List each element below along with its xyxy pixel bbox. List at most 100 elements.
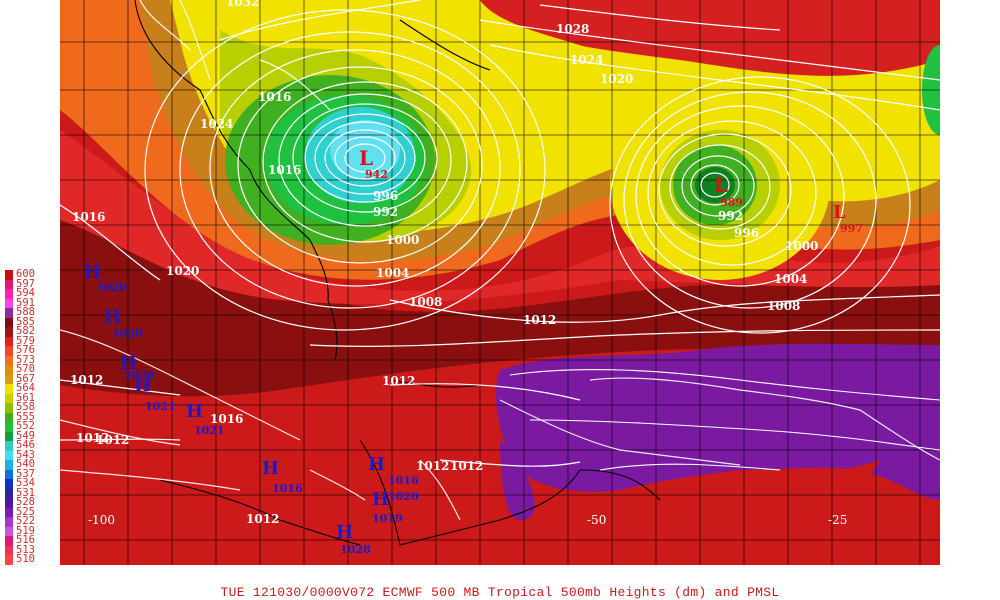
isobar-label: 1024 bbox=[570, 53, 603, 67]
legend-row: 543 bbox=[5, 448, 60, 461]
legend-row: 570 bbox=[5, 363, 60, 375]
low-pressure-value: 997 bbox=[840, 222, 863, 235]
legend-label: 531 bbox=[16, 486, 35, 499]
legend-label: 519 bbox=[16, 524, 35, 537]
legend-row: 549 bbox=[5, 429, 60, 442]
isobar-label: 1012 bbox=[382, 374, 415, 388]
legend-swatch bbox=[5, 526, 13, 536]
legend-swatch bbox=[5, 289, 13, 299]
legend-swatch bbox=[5, 536, 13, 546]
legend-row: 522 bbox=[5, 515, 60, 527]
legend-swatch bbox=[5, 346, 13, 356]
legend-label: 582 bbox=[16, 325, 35, 337]
weather-map: -100 -50 -25 1032 1028 1024 1020 1016 10… bbox=[60, 0, 940, 565]
legend-label: 573 bbox=[16, 353, 35, 366]
legend-label: 534 bbox=[16, 477, 35, 489]
legend-row: 591 bbox=[5, 296, 60, 309]
isobar-label: 1008 bbox=[767, 299, 800, 313]
legend-row: 600 bbox=[5, 269, 60, 280]
legend-swatch bbox=[5, 327, 13, 337]
isobar-label: 992 bbox=[373, 205, 398, 219]
isobar-label: 1020 bbox=[166, 264, 199, 278]
high-pressure-value: 1021 bbox=[194, 424, 225, 437]
legend-row: 546 bbox=[5, 439, 60, 451]
legend-row: 594 bbox=[5, 288, 60, 299]
high-pressure-symbol: H bbox=[368, 454, 385, 475]
legend-swatch bbox=[5, 545, 13, 555]
isobar-label: 1004 bbox=[774, 272, 807, 286]
high-pressure-value: 1020 bbox=[388, 490, 419, 503]
legend-label: 567 bbox=[16, 372, 35, 385]
legend-label: 537 bbox=[16, 467, 35, 480]
isobar-label: 1024 bbox=[200, 117, 233, 131]
legend-swatch bbox=[5, 270, 13, 280]
legend-label: 513 bbox=[16, 543, 35, 556]
high-pressure-value: 1016 bbox=[272, 482, 303, 495]
high-pressure-symbol: H bbox=[104, 307, 121, 328]
legend-label: 522 bbox=[16, 515, 35, 527]
isobar-label: 1020 bbox=[600, 72, 633, 86]
legend-label: 591 bbox=[16, 296, 35, 309]
high-pressure-value: 1021 bbox=[145, 400, 176, 413]
legend-row: 510 bbox=[5, 554, 60, 565]
isobar-label: 996 bbox=[373, 189, 398, 203]
isobar-label: 1012 bbox=[246, 512, 279, 526]
legend-swatch bbox=[5, 450, 13, 460]
legend-row: 537 bbox=[5, 467, 60, 480]
isobar-label: 1008 bbox=[409, 295, 442, 309]
low-pressure-symbol: L bbox=[833, 202, 846, 223]
legend-row: 585 bbox=[5, 316, 60, 327]
high-pressure-symbol: H bbox=[262, 458, 279, 479]
legend-row: 534 bbox=[5, 477, 60, 489]
legend-swatch bbox=[5, 336, 13, 346]
high-pressure-symbol: H bbox=[120, 353, 137, 374]
legend-row: 564 bbox=[5, 383, 60, 394]
legend-label: 543 bbox=[16, 448, 35, 461]
isobar-label: 1000 bbox=[785, 239, 818, 253]
legend-row: 561 bbox=[5, 392, 60, 403]
coord-label: -25 bbox=[828, 513, 847, 527]
low-pressure-value: 942 bbox=[365, 168, 388, 181]
legend-row: 555 bbox=[5, 411, 60, 422]
legend-label: 540 bbox=[16, 458, 35, 470]
isobar-label: 1016 bbox=[72, 210, 105, 224]
legend-swatch bbox=[5, 412, 13, 422]
legend-row: 573 bbox=[5, 353, 60, 366]
map-caption: TUE 121030/0000V072 ECMWF 500 MB Tropica… bbox=[220, 585, 780, 600]
legend-swatch bbox=[5, 479, 13, 489]
legend-swatch bbox=[5, 422, 13, 432]
legend-swatch bbox=[5, 488, 13, 498]
isobar-label: 996 bbox=[734, 226, 759, 240]
color-legend: 600 597 594 591 588 585 582 579 576 573 570 567 564 5… bbox=[5, 269, 60, 565]
legend-row: 528 bbox=[5, 497, 60, 508]
legend-swatch bbox=[5, 355, 13, 365]
legend-label: 579 bbox=[16, 334, 35, 347]
legend-label: 516 bbox=[16, 534, 35, 546]
isobar-label: 1012 bbox=[76, 431, 109, 445]
legend-swatch bbox=[5, 374, 13, 384]
legend-label: 576 bbox=[16, 344, 35, 356]
legend-label: 549 bbox=[16, 429, 35, 442]
legend-swatch bbox=[5, 403, 13, 413]
legend-swatch bbox=[5, 441, 13, 451]
low-pressure-value: 989 bbox=[720, 196, 743, 209]
legend-row: 588 bbox=[5, 307, 60, 318]
legend-row: 516 bbox=[5, 534, 60, 546]
legend-row: 531 bbox=[5, 486, 60, 499]
legend-swatch bbox=[5, 279, 13, 289]
isobar-label: 1016 bbox=[258, 90, 291, 104]
high-pressure-value: 1020 bbox=[112, 327, 143, 340]
low-pressure-symbol: L bbox=[359, 146, 373, 170]
legend-swatch bbox=[5, 498, 13, 508]
legend-swatch bbox=[5, 298, 13, 308]
legend-row: 558 bbox=[5, 402, 60, 413]
legend-label: 546 bbox=[16, 439, 35, 451]
isobar-label: 1012 bbox=[416, 459, 449, 473]
legend-label: 570 bbox=[16, 363, 35, 375]
low-pressure-symbol: L bbox=[714, 173, 728, 197]
legend-swatch bbox=[5, 365, 13, 375]
isobar-label: 1016 bbox=[268, 163, 301, 177]
height-zone-upper-yellow bbox=[390, 0, 700, 113]
isobar-label: 1028 bbox=[556, 22, 589, 36]
legend-row: 567 bbox=[5, 372, 60, 385]
